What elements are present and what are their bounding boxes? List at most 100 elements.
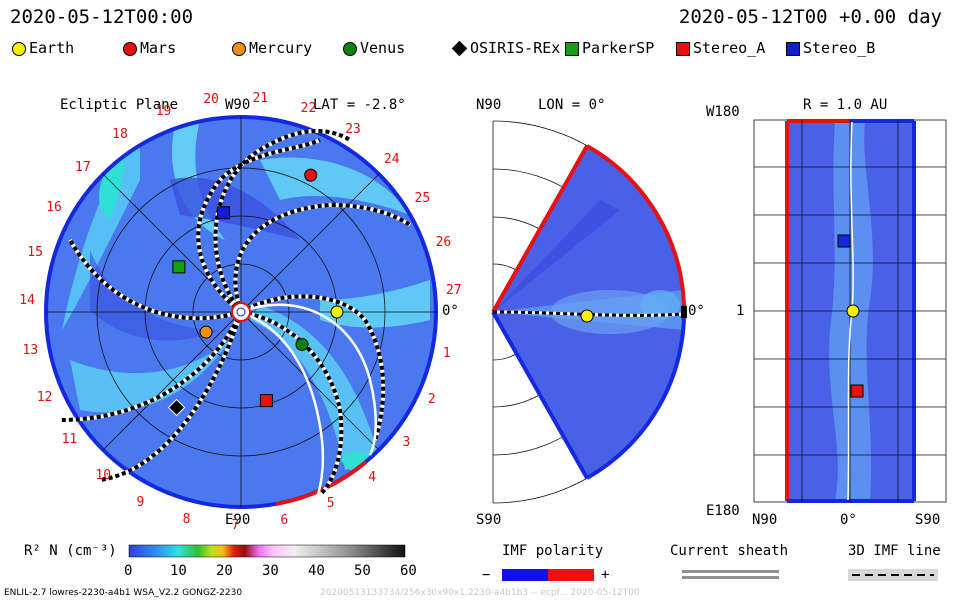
carrington-label: 27 [445,283,462,299]
current-sheath-title: Current sheath [670,543,789,559]
radial-panel [753,119,947,503]
carrington-label: 21 [252,90,269,106]
meridional-bottom-label: S90 [476,512,502,528]
ecliptic-panel [44,115,438,509]
legend-stereo-a: Stereo_A [676,39,765,57]
time-label-right: 2020-05-12T00 +0.00 day [678,6,942,28]
carrington-label: 19 [155,104,172,120]
carrington-label: 23 [345,121,361,137]
radial-r-label: R = 1.0 AU [803,97,888,113]
earth-marker-icon [12,41,26,56]
venus-marker-icon [343,41,357,56]
carrington-label: 14 [19,293,35,309]
meridional-imf-dashed [492,310,685,317]
radial-stereo-a-marker [850,384,864,398]
ecliptic-top-label: W90 [225,97,251,113]
stereo-a-ecliptic-marker [259,394,273,408]
mars-ecliptic-marker [304,168,318,182]
carrington-label: 12 [36,389,53,405]
legend-earth: Earth [12,39,74,57]
carrington-label: 18 [112,127,128,143]
legend-mercury: Mercury [232,39,312,57]
meridional-edge-marker [681,306,687,318]
time-label-left: 2020-05-12T00:00 [10,6,194,28]
carrington-label: 13 [22,342,39,358]
colorbar-tick: 10 [170,563,187,579]
imf-polarity-minus: − [482,567,491,583]
sun-core-icon [236,307,246,317]
colorbar-tick: 40 [308,563,325,579]
colorbar-tick: 60 [400,563,417,579]
legend-stereo-b: Stereo_B [786,39,875,57]
carrington-label: 10 [95,467,112,483]
radial-top-left-label: W180 [706,104,740,120]
carrington-label: 11 [61,432,78,448]
stereo-a-marker-icon [676,41,690,56]
carrington-label: 9 [136,494,145,510]
carrington-label: 15 [27,244,43,260]
colorbar-tick: 30 [262,563,279,579]
meridional-south-edge [491,311,589,479]
meridional-north-edge [491,145,589,313]
imf-polarity-positive-swatch [548,569,594,581]
carrington-label: 7 [231,517,240,533]
meridional-arc-negative [586,304,687,480]
ecliptic-lat-label: LAT = -2.8° [313,97,406,113]
ecliptic-bodies [167,168,344,417]
radial-stereo-b-marker [837,234,851,248]
model-info: ENLIL-2.7 lowres-2230-a4b1 WSA_V2.2 GONG… [4,588,243,598]
stereo-b-marker-icon [786,41,800,56]
colorbar-tick: 0 [124,563,133,579]
meridional-arc-positive [586,144,686,306]
parkersp-marker-icon [565,41,579,56]
ecliptic-title: Ecliptic Plane [60,97,179,113]
ecliptic-imf-lines [59,129,412,501]
radial-grid [754,120,946,502]
carrington-label: 3 [402,434,411,450]
meridional-right-label: 0° [688,303,705,319]
carrington-label: 25 [414,190,431,206]
osiris-rex-ecliptic-marker [167,398,186,417]
colorbar [128,544,406,558]
legend-mars: Mars [123,39,176,57]
carrington-label: 22 [300,100,317,116]
venus-ecliptic-marker [295,337,309,351]
carrington-label: 26 [435,235,452,251]
mercury-marker-icon [232,41,246,56]
legend-osiris-rex: OSIRIS-REx [451,39,560,57]
radial-x-right-label: S90 [915,512,941,528]
imf-polarity-title: IMF polarity [502,543,604,559]
imf-polarity-plus: + [601,567,610,583]
carrington-label: 1 [442,345,451,361]
radial-bottom-left-label: E180 [706,503,740,519]
ecliptic-right-label: 0° [442,303,459,319]
imf-3d-line-title: 3D IMF line [848,543,941,559]
meridional-top-label: N90 [476,97,502,113]
carrington-label: 8 [182,511,191,527]
meridional-panel [491,120,687,504]
legend-venus: Venus [343,39,405,57]
meridional-lon-label: LON = 0° [538,97,606,113]
ecliptic-bottom-label: E90 [225,512,251,528]
radial-x-mid-label: 0° [840,512,857,528]
earth-ecliptic-marker [330,305,344,319]
imf-polarity-negative-swatch [502,569,548,581]
mercury-ecliptic-marker [199,325,213,339]
run-info: 20200513133734/256x30x90x1.2230-a4b1b3 -… [320,588,640,598]
current-sheath-line-2 [682,576,779,579]
radial-mid-left-label: 1 [736,303,745,319]
carrington-label: 17 [75,159,91,175]
radial-x-left-label: N90 [752,512,778,528]
colorbar-tick: 50 [354,563,371,579]
radial-earth-marker [846,304,860,318]
colorbar-tick: 20 [216,563,233,579]
carrington-label: 6 [280,512,289,528]
legend-parkersp: ParkerSP [565,39,654,57]
carrington-label: 4 [368,469,377,485]
current-sheath-line-1 [682,570,779,573]
carrington-label: 24 [383,152,400,168]
carrington-label: 20 [203,92,219,108]
stereo-b-ecliptic-marker [216,206,230,220]
carrington-label: 16 [46,199,62,215]
